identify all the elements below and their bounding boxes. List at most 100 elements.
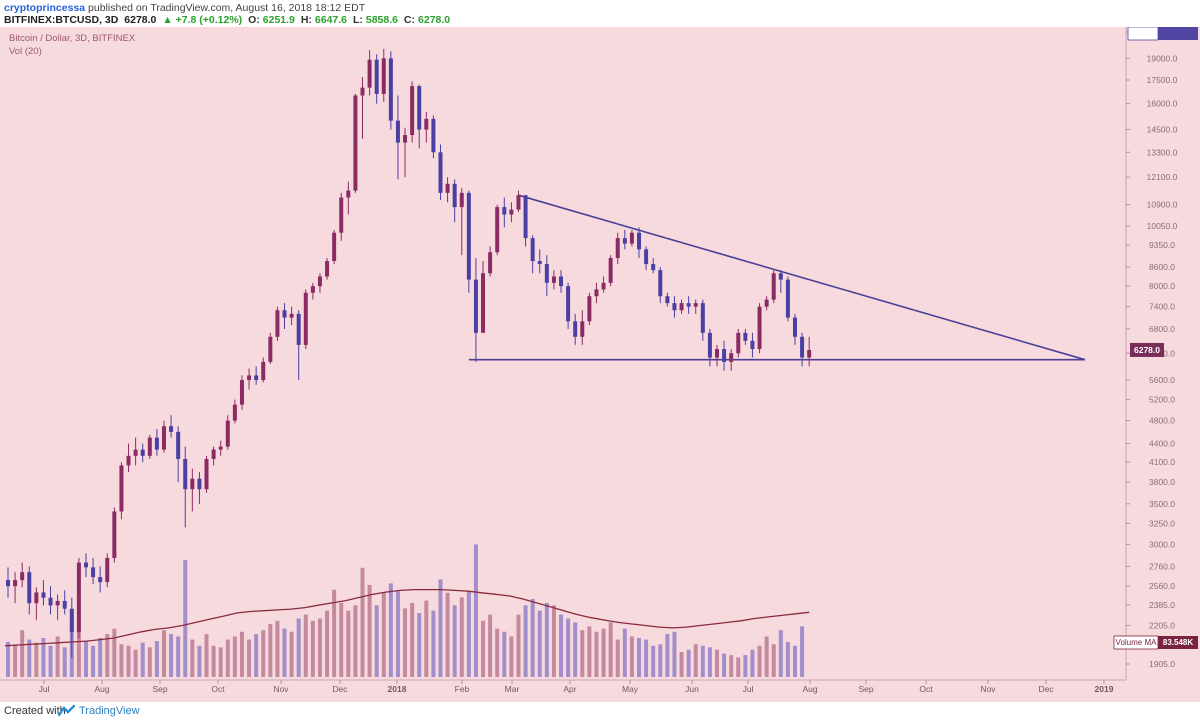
price-tick-label: 12100.0	[1147, 172, 1178, 182]
candle-body	[261, 361, 266, 381]
volume-bar	[502, 631, 507, 677]
candle-body	[176, 431, 181, 459]
volume-bar	[374, 605, 379, 677]
time-tick-label: Dec	[1038, 684, 1054, 694]
time-tick-label: Nov	[273, 684, 289, 694]
candle-body	[473, 279, 478, 333]
volume-bar	[126, 645, 131, 677]
candle-body	[154, 437, 159, 450]
volume-bar	[729, 655, 734, 677]
volume-bar	[247, 639, 252, 677]
price-chart[interactable]: Bitcoin / Dollar, 3D, BITFINEX Vol (20) …	[0, 27, 1200, 702]
volume-bar	[154, 641, 159, 677]
volume-bar	[551, 605, 556, 677]
price-tick-label: 3500.0	[1149, 499, 1175, 509]
candle-body	[20, 572, 25, 581]
volume-bar	[310, 620, 315, 677]
volume-bar	[268, 623, 273, 677]
candle-body	[679, 303, 684, 311]
candle-body	[573, 321, 578, 337]
volume-bar	[254, 634, 259, 677]
price-tick-label: 13300.0	[1147, 147, 1178, 157]
published-text: published on TradingView.com, August 16,…	[88, 2, 366, 14]
trendlines[interactable]	[468, 194, 1086, 361]
candle-body	[98, 577, 103, 583]
tradingview-brand[interactable]: TradingView	[79, 705, 140, 717]
volume-bar	[778, 630, 783, 677]
symbol-line: BITFINEX:BTCUSD, 3D 6278.0 ▲ +7.8 (+0.12…	[4, 14, 453, 26]
volume-bar	[594, 631, 599, 677]
volume-bar	[637, 638, 642, 677]
candle-body	[665, 296, 670, 304]
volume-ma-value-badge	[1158, 636, 1198, 649]
volume-bar	[481, 620, 486, 677]
candle-body	[601, 282, 606, 290]
volume-bar	[105, 634, 110, 677]
time-axis[interactable]: Jul Aug Sep Oct Nov Dec 2018 Feb Mar Apr May Jun Jul…	[0, 679, 1126, 694]
price-tick-label: 9350.0	[1149, 240, 1175, 250]
volume-bar	[629, 636, 634, 677]
volume-bar	[580, 630, 585, 677]
price-tick-label: 6800.0	[1149, 324, 1175, 334]
symbol-label: BITFINEX:BTCUSD, 3D	[4, 14, 119, 26]
low-label: L:	[352, 14, 363, 26]
volume-bar	[62, 647, 67, 677]
candle-body	[239, 380, 244, 405]
time-tick-label: Aug	[802, 684, 817, 694]
candle-body	[700, 303, 705, 333]
last-price-label: 6278.0	[1134, 345, 1160, 355]
volume-bar	[587, 626, 592, 677]
price-tick-label: 4400.0	[1149, 439, 1175, 449]
volume-bar	[41, 638, 46, 677]
volume-bar	[119, 644, 124, 677]
price-tick-label: 5600.0	[1149, 375, 1175, 385]
volume-bar	[76, 631, 81, 677]
candle-body	[296, 313, 301, 345]
volume-bar	[91, 645, 96, 677]
volume-bar	[644, 639, 649, 677]
candle-body	[133, 449, 138, 456]
last-price: 6278.0	[124, 14, 157, 26]
volume-bar	[197, 645, 202, 677]
candle-body	[83, 562, 88, 568]
candle-body	[190, 478, 195, 490]
volume-bar	[665, 634, 670, 677]
candle-body	[608, 258, 613, 283]
candle-body	[587, 296, 592, 322]
volume-bar	[48, 645, 53, 677]
volume-bar	[332, 589, 337, 677]
volume-bar	[509, 636, 514, 677]
volume-bar	[303, 614, 308, 677]
candle-body	[622, 238, 627, 244]
volume-bar	[133, 649, 138, 677]
price-tick-label: 8600.0	[1149, 262, 1175, 272]
high-value: 6647.6	[314, 14, 348, 26]
author-link[interactable]: cryptoprincessa	[4, 2, 86, 14]
time-tick-label: May	[622, 684, 639, 694]
volume-bar	[466, 591, 471, 677]
price-tick-label: 4100.0	[1149, 457, 1175, 467]
candle-body	[778, 273, 783, 280]
volume-bar	[622, 628, 627, 677]
time-tick-label: Aug	[94, 684, 109, 694]
candle-body	[112, 511, 117, 558]
volume-bar	[55, 636, 60, 677]
volume-value-badge	[1158, 27, 1198, 40]
candle-body	[410, 86, 415, 136]
plot-background	[0, 27, 1200, 702]
volume-bar	[473, 544, 478, 677]
volume-bar	[282, 628, 287, 677]
volume-bar	[20, 630, 25, 677]
time-tick-label: Oct	[919, 684, 933, 694]
candle-body	[459, 192, 464, 208]
volume-bar	[495, 628, 500, 677]
volume-ma-path	[4, 588, 810, 647]
candle-body	[48, 597, 53, 606]
volume-bar	[417, 613, 422, 677]
descending-resistance-line	[518, 194, 1086, 361]
candle-body	[559, 276, 564, 287]
candle-body	[218, 446, 223, 450]
volume-bar	[27, 639, 32, 677]
candle-body	[488, 252, 493, 274]
candle-body	[147, 437, 152, 456]
